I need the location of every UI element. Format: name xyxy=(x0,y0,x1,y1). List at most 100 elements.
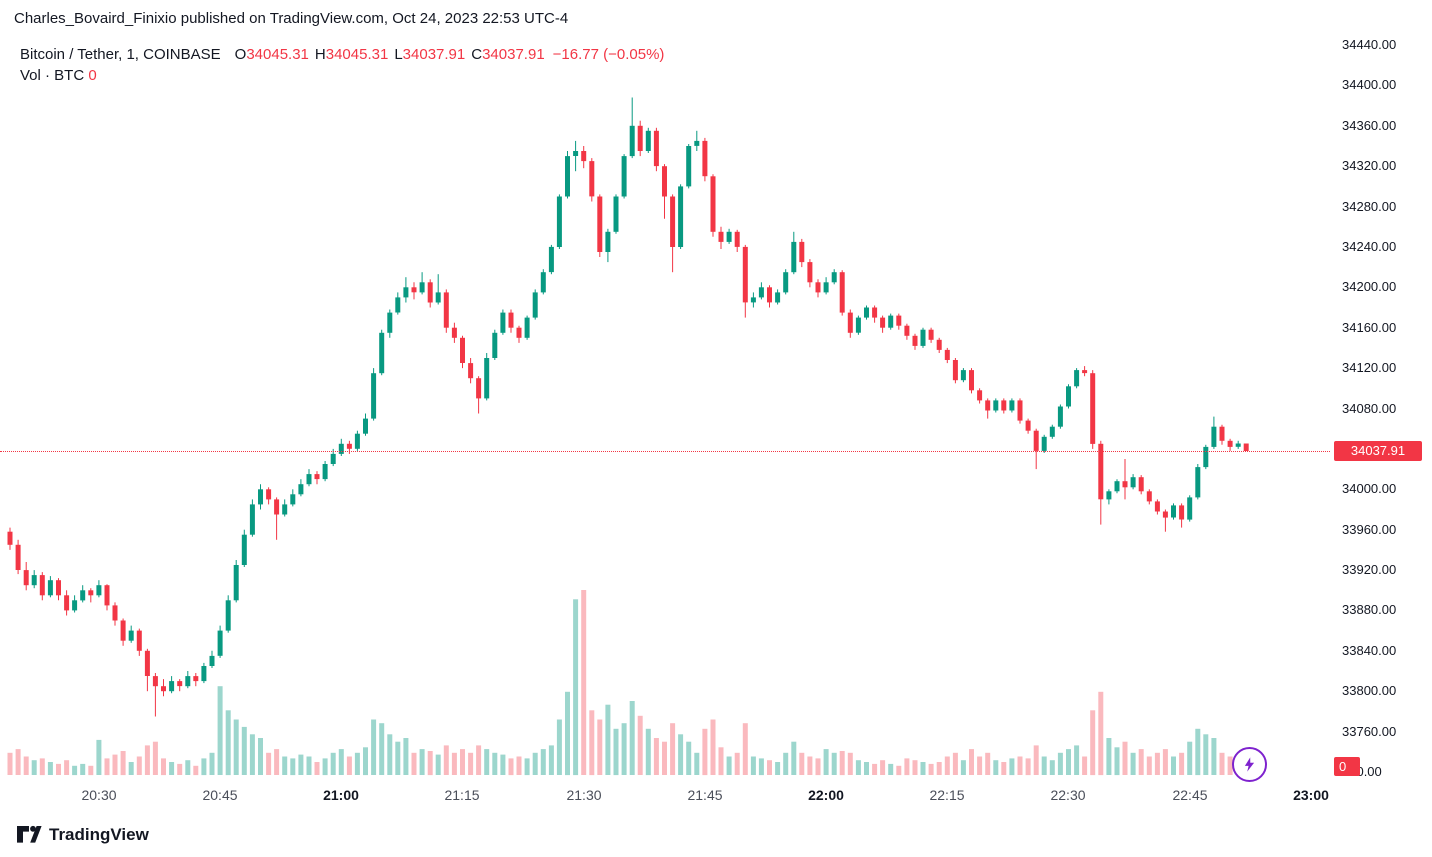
price-axis-label: 34440.00 xyxy=(1342,37,1397,52)
volume-bar xyxy=(120,751,126,776)
volume-bar xyxy=(1057,752,1063,775)
candle-body xyxy=(193,676,199,682)
candle-body xyxy=(952,360,958,381)
candle-body xyxy=(565,156,570,197)
price-axis-label: 34160.00 xyxy=(1342,319,1397,335)
candle-body xyxy=(855,317,861,333)
price-axis-label: 33960.00 xyxy=(1342,521,1397,537)
candlestick-chart-canvas[interactable] xyxy=(0,0,1330,812)
time-axis-label: 22:15 xyxy=(929,787,965,803)
candle-body xyxy=(152,676,158,687)
volume-bar xyxy=(460,749,465,775)
candle-body xyxy=(589,161,595,197)
candle-body xyxy=(443,292,449,328)
volume-bar xyxy=(1122,741,1128,775)
boost-button[interactable] xyxy=(1232,747,1267,782)
candle-body xyxy=(403,287,409,298)
volume-bar xyxy=(912,760,918,775)
candle-body xyxy=(39,575,45,596)
volume-bar xyxy=(338,749,344,775)
candle-body xyxy=(144,650,150,676)
volume-bar xyxy=(1041,756,1047,775)
time-axis-label: 20:30 xyxy=(81,787,117,803)
price-axis-label: 34360.00 xyxy=(1342,117,1397,133)
volume-bar xyxy=(1049,760,1055,775)
candle-body xyxy=(1074,370,1080,387)
candle-body xyxy=(702,140,708,177)
volume-bar xyxy=(258,738,263,775)
volume-bar xyxy=(855,760,861,775)
volume-bar xyxy=(1162,749,1168,775)
candle-body xyxy=(969,370,974,391)
time-axis-label: 21:00 xyxy=(323,787,359,803)
candle-body xyxy=(944,349,950,360)
volume-bar xyxy=(799,752,805,775)
candle-body xyxy=(508,312,514,328)
volume-label[interactable]: Vol · BTC xyxy=(20,67,85,84)
candle-body xyxy=(516,327,522,338)
volume-bar xyxy=(476,745,482,775)
volume-bar xyxy=(896,765,902,776)
candle-body xyxy=(1098,443,1104,500)
volume-bar xyxy=(783,752,789,775)
price-axis-label: 34280.00 xyxy=(1342,198,1397,214)
candle-body xyxy=(823,282,829,293)
candle-body xyxy=(47,580,53,596)
price-axis-label: 33760.00 xyxy=(1342,723,1397,739)
volume-bar xyxy=(605,704,611,775)
time-axis[interactable]: 20:30 20:45 21:00 21:15 21:30 21:45 22:00 22:15… xyxy=(0,787,1330,809)
tradingview-logo-icon[interactable] xyxy=(16,824,42,845)
price-axis-label: 34320.00 xyxy=(1342,158,1397,174)
price-axis-label: 34240.00 xyxy=(1342,238,1397,254)
symbol-title[interactable]: Bitcoin / Tether, 1, COINBASE xyxy=(20,46,221,63)
volume-bar xyxy=(363,747,368,776)
candle-body xyxy=(387,312,393,333)
volume-bar xyxy=(249,734,255,775)
volume-bar xyxy=(1025,758,1031,776)
price-axis-label: 34000.00 xyxy=(1342,481,1397,497)
candle-body xyxy=(864,307,869,318)
candle-body xyxy=(379,332,385,374)
candle-body xyxy=(807,262,813,283)
candle-body xyxy=(726,231,732,242)
candle-body xyxy=(904,325,910,336)
volume-bar xyxy=(290,758,296,776)
candle-body xyxy=(371,373,377,419)
candle-body xyxy=(710,176,716,232)
volume-bar xyxy=(581,590,587,775)
price-axis[interactable]: 34440.00 34400.00 34360.00 34320.00 34280.00… xyxy=(1330,0,1432,786)
candle-body xyxy=(1017,400,1023,421)
candle-body xyxy=(548,246,554,273)
volume-bar xyxy=(152,741,158,775)
low-label: L xyxy=(394,46,403,63)
volume-bar xyxy=(72,765,78,776)
volume-bar xyxy=(241,726,247,775)
candle-body xyxy=(1009,400,1015,411)
candle-body xyxy=(1171,505,1176,518)
volume-bar xyxy=(306,756,312,775)
open-label: O xyxy=(234,46,247,63)
chart-legend: Bitcoin / Tether, 1, COINBASE O34045.31 H3… xyxy=(20,44,664,86)
volume-bar xyxy=(185,760,191,775)
volume-bar xyxy=(815,758,821,776)
candle-body xyxy=(451,327,457,338)
candle-body xyxy=(581,151,587,162)
volume-bar xyxy=(944,756,950,775)
volume-bar xyxy=(556,719,562,775)
open-value: 34045.31 xyxy=(246,46,309,63)
volume-bar xyxy=(64,760,70,775)
tradingview-logo-text[interactable]: TradingView xyxy=(49,824,149,844)
candle-body xyxy=(1106,491,1112,500)
candle-body xyxy=(775,292,781,303)
candle-body xyxy=(1179,505,1185,520)
high-value: 34045.31 xyxy=(325,46,389,63)
volume-bar xyxy=(629,701,635,775)
volume-bar xyxy=(1130,752,1136,775)
candle-body xyxy=(831,272,837,283)
volume-bar xyxy=(1082,756,1088,775)
candle-body xyxy=(233,565,239,601)
volume-bar xyxy=(266,752,272,775)
volume-bar xyxy=(758,758,764,776)
candle-body xyxy=(960,370,966,381)
price-axis-label: 34080.00 xyxy=(1342,400,1397,416)
